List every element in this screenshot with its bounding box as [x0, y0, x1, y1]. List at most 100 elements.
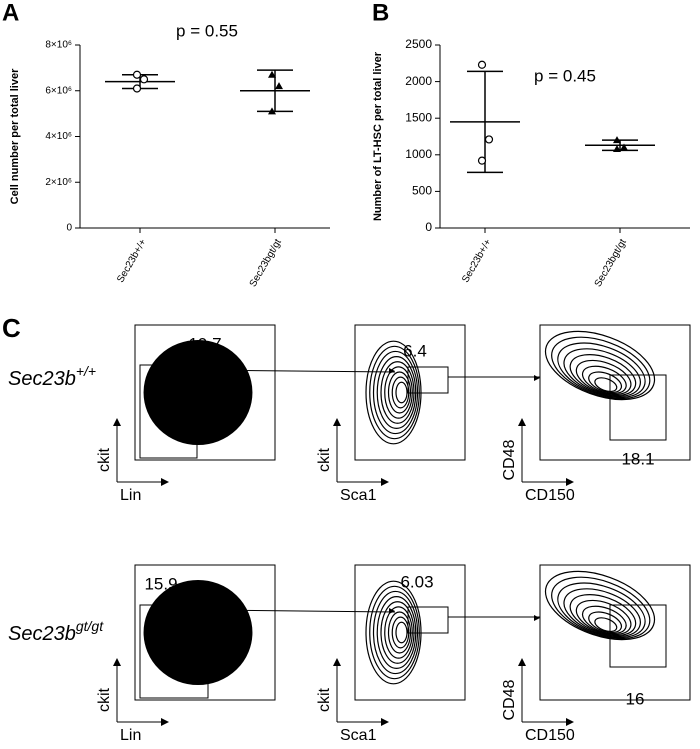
contour [557, 342, 646, 399]
x-axis-label: CD150 [525, 487, 575, 504]
contour [594, 617, 618, 633]
gate [139, 364, 198, 459]
arrow-head [333, 418, 341, 426]
contour [395, 621, 408, 644]
point [268, 70, 276, 78]
arrow-head [566, 478, 574, 486]
x-axis-label: CD150 [525, 727, 575, 744]
plot-frame [134, 564, 276, 701]
contour [168, 360, 236, 425]
contour [575, 599, 632, 636]
y-tick-label: 2000 [405, 74, 432, 88]
contour [194, 380, 218, 405]
sample-name: Sec23b [8, 623, 76, 645]
y-tick-label: 2×10⁶ [45, 177, 72, 188]
contour [162, 355, 240, 430]
y-tick-label: 500 [412, 184, 432, 198]
arrow-head [534, 615, 540, 621]
contour [581, 605, 627, 635]
panel-letter: A [2, 0, 19, 26]
y-tick-label: 1000 [405, 147, 432, 161]
annotation: p = 0.55 [176, 21, 238, 40]
contour [149, 345, 249, 440]
arrow-head [161, 718, 169, 726]
arrow-head [113, 658, 121, 666]
y-axis-label: Cell number per total liver [9, 68, 21, 204]
y-axis-label: ckit [316, 447, 333, 472]
y-axis-label: ckit [96, 447, 113, 472]
point [620, 143, 628, 151]
panel-letter: C [2, 313, 21, 343]
point [132, 84, 142, 93]
x-axis-label: Lin [120, 487, 141, 504]
plot-frame [354, 564, 466, 701]
arrow-head [381, 478, 389, 486]
point [132, 70, 142, 79]
point [477, 60, 487, 69]
contour [156, 350, 244, 435]
contour [187, 375, 223, 410]
point [484, 135, 494, 144]
contour [168, 600, 236, 665]
contour [149, 585, 249, 680]
gate-value: 6.03 [400, 572, 433, 591]
contour [181, 610, 227, 655]
contour [187, 615, 223, 650]
annotation: p = 0.45 [534, 66, 596, 85]
sample-label: Sec23b+/+ [8, 363, 96, 391]
contour [594, 377, 618, 393]
contour [391, 616, 410, 649]
contour [156, 590, 244, 675]
x-axis-label: Sca1 [340, 487, 377, 504]
contour [563, 348, 641, 398]
gate [407, 366, 449, 394]
contour [551, 576, 651, 640]
gate-value: 16 [626, 689, 645, 708]
point [477, 156, 487, 165]
gate-value: 15.9 [144, 574, 177, 593]
contour [575, 359, 632, 396]
arrow-head [518, 658, 526, 666]
sample-genotype: +/+ [76, 363, 96, 379]
gate-arrow [196, 369, 396, 373]
contour [395, 381, 408, 404]
contour [551, 336, 651, 400]
y-axis-label: ckit [96, 687, 113, 712]
y-tick-label: 4×10⁶ [45, 131, 72, 142]
gate [609, 374, 667, 441]
gate-value: 6.4 [403, 341, 427, 360]
x-tick-label: Sec23bgt/gt [248, 237, 284, 289]
x-tick-label: Sec23bgt/gt [593, 237, 629, 289]
contour [162, 595, 240, 670]
arrow-head [381, 718, 389, 726]
y-axis-label: Number of LT-HSC per total liver [372, 51, 384, 221]
plot-frame [539, 324, 691, 461]
y-tick-label: 2500 [405, 37, 432, 51]
point [613, 144, 621, 152]
point [139, 75, 149, 84]
contour [588, 371, 623, 394]
gate-value: 18.1 [621, 449, 654, 468]
x-axis-label: Lin [120, 727, 141, 744]
y-tick-label: 1500 [405, 110, 432, 124]
x-tick-label: Sec23b+/+ [115, 237, 149, 285]
panel-letter: B [372, 0, 389, 26]
point [613, 136, 621, 144]
contour [557, 582, 646, 639]
y-tick-label: 8×10⁶ [45, 40, 72, 51]
arrow-head [333, 658, 341, 666]
contour [181, 370, 227, 415]
contour [588, 611, 623, 634]
arrow-head [534, 375, 540, 381]
arrow-head [518, 418, 526, 426]
y-axis-label: ckit [316, 687, 333, 712]
contour [569, 594, 637, 637]
contour [391, 376, 410, 409]
sample-label: Sec23bgt/gt [8, 618, 104, 646]
gate [407, 606, 449, 634]
y-tick-label: 0 [425, 220, 432, 234]
gate [609, 604, 667, 668]
point [268, 107, 276, 115]
contour [544, 330, 656, 401]
